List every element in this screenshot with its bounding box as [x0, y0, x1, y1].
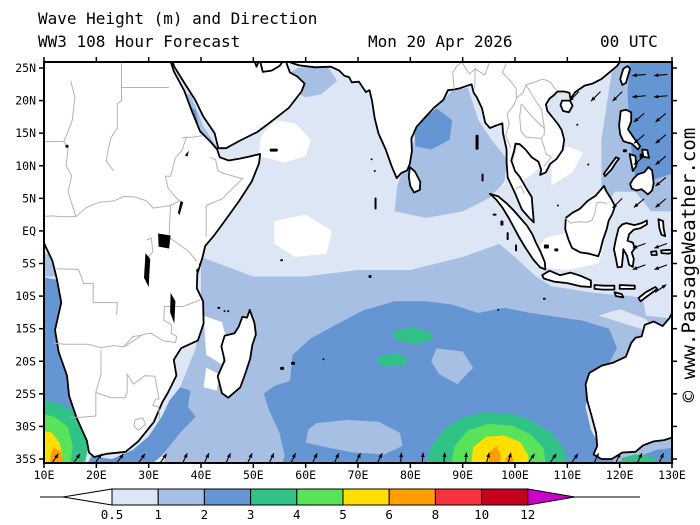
lon-label: 20E	[86, 468, 107, 482]
land-arabia	[171, 62, 306, 150]
lat-label: 30S	[15, 419, 36, 433]
scale-cell	[111, 488, 159, 506]
lon-label: 70E	[348, 468, 369, 482]
scale-label: 0.5	[101, 507, 124, 522]
scale-under-arrow	[62, 488, 113, 506]
landmasses	[44, 62, 672, 460]
scale-cell	[434, 488, 483, 506]
scale-cell	[388, 488, 436, 506]
land-java	[541, 269, 592, 288]
land-hainan	[559, 99, 574, 114]
land-africa	[44, 62, 262, 458]
lon-label: 40E	[191, 468, 212, 482]
land-flores	[618, 284, 636, 290]
scale-label: 5	[339, 507, 347, 522]
scale-cell	[157, 488, 205, 506]
forecast-date: Mon 20 Apr 2026	[368, 32, 513, 51]
lat-label: 25N	[15, 61, 36, 75]
lon-label: 90E	[452, 468, 473, 482]
forecast-time: 00 UTC	[600, 32, 658, 51]
lon-label: 60E	[295, 468, 316, 482]
scale-label: 6	[385, 507, 393, 522]
model-subtitle: WW3 108 Hour Forecast	[38, 32, 241, 51]
scale-label: 10	[474, 507, 489, 522]
land-australia	[584, 310, 672, 460]
scale-cell	[203, 488, 252, 506]
scale-label: 3	[247, 507, 255, 522]
lon-label: 100E	[501, 468, 529, 482]
minor-islands	[65, 123, 643, 370]
land-halmahera	[657, 218, 667, 238]
map-canvas: 25N 20N 15N 10N 5N EQ 5S 10S 15S 20S 25S 30S 35S 10E 2…	[15, 57, 686, 482]
lakes	[144, 150, 189, 324]
land-eurasia	[288, 62, 621, 224]
page-title: Wave Height (m) and Direction	[38, 9, 318, 28]
scale-cell	[342, 488, 390, 506]
lat-label: 20N	[15, 94, 36, 108]
land-sumba	[613, 291, 625, 299]
scale-cell	[250, 488, 298, 506]
lon-label: 10E	[34, 468, 55, 482]
lat-label: 10S	[15, 289, 36, 303]
lat-label: 5N	[22, 191, 36, 205]
lat-label: EQ	[22, 224, 36, 238]
scale-cell	[481, 488, 529, 506]
land-buru	[650, 250, 658, 256]
land-srilanka	[407, 166, 422, 194]
land-mindanao	[629, 166, 655, 196]
scale-label: 1	[154, 507, 162, 522]
lon-label: 110E	[553, 468, 581, 482]
land-bali	[593, 284, 616, 291]
watermark: © www.PassageWeather.com	[678, 127, 700, 403]
wave-direction-arrows	[51, 73, 668, 463]
longitude-axis: 10E 20E 30E 40E 50E 60E 70E 80E 90E 100E 110E 120E 1…	[34, 57, 686, 482]
latitude-axis: 25N 20N 15N 10N 5N EQ 5S 10S 15S 20S 25S 30S 35S	[15, 61, 677, 466]
wave-height-scale: 0.5 1 2 3 4 5 6 8 10 12	[40, 488, 640, 522]
scale-over-arrow	[527, 488, 575, 506]
scale-label: 8	[432, 507, 440, 522]
land-madagascar	[216, 308, 257, 399]
land-sulawesi	[613, 219, 648, 269]
lon-label: 120E	[606, 468, 634, 482]
lon-label: 80E	[400, 468, 421, 482]
land-palawan	[603, 156, 620, 178]
scale-cell	[296, 488, 344, 506]
land-negros	[628, 153, 638, 172]
lat-label: 25S	[15, 387, 36, 401]
lat-label: 20S	[15, 354, 36, 368]
land-timor	[637, 286, 659, 303]
lat-label: 10N	[15, 159, 36, 173]
country-borders	[44, 62, 608, 431]
land-taiwan	[619, 65, 631, 86]
lat-label: 15N	[15, 126, 36, 140]
scale-label: 2	[201, 507, 209, 522]
map-layers	[44, 62, 672, 463]
scale-label: 4	[293, 507, 301, 522]
lat-label: 35S	[15, 452, 36, 466]
lat-label: 15S	[15, 322, 36, 336]
scale-label: 12	[520, 507, 535, 522]
lon-label: 30E	[138, 468, 159, 482]
lon-label: 50E	[243, 468, 264, 482]
lon-label: 130E	[658, 468, 686, 482]
lat-label: 5S	[22, 257, 36, 271]
land-sumatra	[488, 192, 547, 271]
